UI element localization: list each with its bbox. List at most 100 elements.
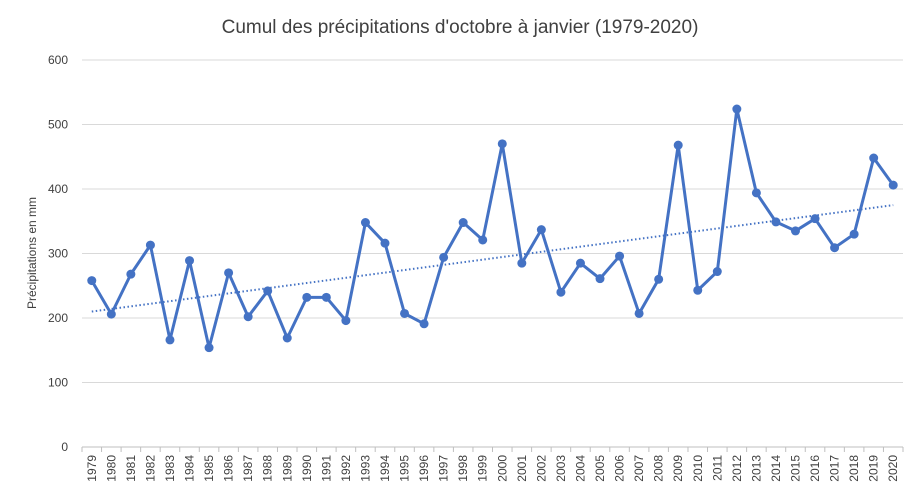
data-point (673, 140, 683, 150)
data-point (282, 333, 292, 343)
x-tick-label: 1995 (398, 455, 412, 482)
data-point (790, 226, 800, 236)
x-tick-label: 2003 (554, 455, 568, 482)
data-point (595, 274, 605, 284)
data-point (478, 235, 488, 245)
data-point (419, 319, 429, 329)
data-point (654, 274, 664, 284)
x-tick-label: 2001 (515, 455, 529, 482)
data-point (869, 153, 879, 163)
x-tick-label: 1988 (261, 455, 275, 482)
x-tick-label: 1987 (241, 455, 255, 482)
y-tick-label: 500 (48, 118, 68, 132)
x-tick-label: 2005 (593, 455, 607, 482)
data-point (458, 218, 468, 228)
data-point (810, 214, 820, 224)
x-tick-label: 2019 (867, 455, 881, 482)
x-tick-label: 2006 (613, 455, 627, 482)
data-point (341, 316, 351, 326)
x-axis-ticks: 1979 1980 1981 1982 1983 1984 1985 1986 1987 1988… (81, 447, 904, 482)
data-point (536, 225, 546, 235)
y-tick-label: 400 (48, 182, 68, 196)
data-point (360, 218, 370, 228)
series-line (90, 107, 895, 350)
data-point (106, 309, 116, 319)
x-tick-label: 2020 (886, 455, 900, 482)
data-point (400, 308, 410, 318)
y-tick-label: 200 (48, 311, 68, 325)
y-tick-label: 0 (61, 440, 68, 454)
data-point (575, 258, 585, 268)
x-tick-label: 2012 (730, 455, 744, 482)
x-tick-label: 1992 (339, 455, 353, 482)
data-point (849, 229, 859, 239)
x-tick-label: 1994 (378, 455, 392, 482)
chart-title: Cumul des précipitations d'octobre à jan… (222, 17, 699, 38)
data-point (224, 268, 234, 278)
data-point (693, 285, 703, 295)
x-tick-label: 1984 (183, 455, 197, 482)
data-point (497, 139, 507, 149)
x-tick-label: 1985 (202, 455, 216, 482)
x-tick-label: 1996 (417, 455, 431, 482)
y-tick-label: 100 (48, 376, 68, 390)
x-tick-label: 1993 (358, 455, 372, 482)
data-point (732, 104, 742, 114)
x-tick-label: 2013 (749, 455, 763, 482)
data-point (204, 343, 214, 353)
data-point (615, 251, 625, 261)
data-point (243, 312, 253, 322)
data-point (888, 180, 898, 190)
x-tick-label: 1981 (124, 455, 138, 482)
x-tick-label: 1999 (476, 455, 490, 482)
data-point (165, 335, 175, 345)
x-tick-label: 2018 (847, 455, 861, 482)
data-point (263, 286, 273, 296)
y-tick-label: 300 (48, 247, 68, 261)
data-point (321, 292, 331, 302)
data-point (556, 287, 566, 297)
data-point (185, 256, 195, 266)
data-point (87, 276, 97, 286)
x-tick-label: 1998 (456, 455, 470, 482)
data-points (87, 104, 898, 353)
data-point (126, 269, 136, 279)
x-tick-label: 2016 (808, 455, 822, 482)
x-tick-label: 2004 (573, 455, 587, 482)
x-tick-label: 2011 (710, 455, 724, 481)
data-point (751, 188, 761, 198)
x-tick-label: 1979 (85, 455, 99, 482)
data-point (830, 243, 840, 253)
y-axis-label: Précipitations en mm (25, 197, 39, 309)
data-point (771, 217, 781, 227)
x-tick-label: 1983 (163, 455, 177, 482)
y-tick-label: 600 (48, 53, 68, 67)
x-tick-label: 2007 (632, 455, 646, 482)
data-point (712, 267, 722, 277)
gridlines (82, 59, 903, 383)
x-tick-label: 1980 (104, 455, 118, 482)
x-tick-label: 1986 (222, 455, 236, 482)
data-point (145, 240, 155, 250)
x-tick-label: 2008 (652, 455, 666, 482)
x-tick-label: 2009 (671, 455, 685, 482)
data-point (380, 238, 390, 248)
x-tick-label: 1989 (280, 455, 294, 482)
x-tick-label: 2014 (769, 455, 783, 482)
data-point (634, 308, 644, 318)
x-tick-label: 2000 (495, 455, 509, 482)
x-tick-label: 2010 (691, 455, 705, 482)
x-tick-label: 2015 (788, 455, 802, 482)
x-tick-label: 1990 (300, 455, 314, 482)
y-axis-ticks: 0 100 200 300 400 500 600 (48, 53, 68, 454)
data-point (302, 292, 312, 302)
x-tick-label: 2017 (828, 455, 842, 482)
x-tick-label: 1991 (319, 455, 333, 482)
x-tick-label: 1982 (143, 455, 157, 482)
trendline (91, 204, 894, 313)
data-point (517, 258, 527, 268)
data-point (439, 252, 449, 262)
x-tick-label: 2002 (534, 455, 548, 482)
x-tick-label: 1997 (437, 455, 451, 482)
